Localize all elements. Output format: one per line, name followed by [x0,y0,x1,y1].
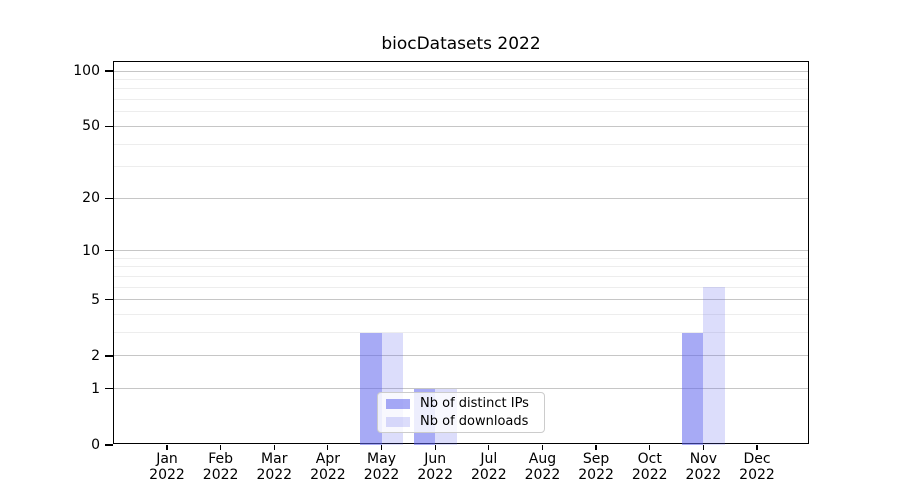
gridline-major [114,125,808,127]
x-tick-mark [434,445,436,450]
y-tick-label: 50 [82,118,100,135]
x-tick-label: Sep 2022 [578,451,614,483]
gridline-major [114,250,808,252]
x-tick-mark [380,445,383,450]
y-tick-mark [105,125,113,128]
x-tick-mark [327,445,329,450]
chart-title: biocDatasets 2022 [381,34,541,54]
gridline-minor [114,143,808,145]
gridline-major [114,70,808,72]
x-tick-mark [756,445,758,450]
gridline-minor [114,286,808,288]
x-tick-label: Oct 2022 [631,451,668,483]
legend-label-downloads: Nb of downloads [420,414,529,429]
gridline-minor [114,99,808,101]
legend-swatch-downloads [386,416,410,427]
y-tick-label: 2 [91,347,100,364]
bar-nb-of-distinct-ips [681,332,704,445]
x-tick-label: Jun 2022 [417,451,453,483]
gridline-major [114,299,808,301]
y-tick-mark [105,355,113,357]
x-tick-label: Mar 2022 [256,451,293,483]
y-tick-label: 0 [91,437,100,453]
x-tick-label: Dec 2022 [739,451,775,483]
legend-label-distinct-ips: Nb of distinct IPs [420,396,529,411]
x-tick-mark [595,445,597,450]
legend-item-downloads: Nb of downloads [386,414,536,429]
x-tick-label: May 2022 [363,451,400,483]
x-tick-label: Jul 2022 [470,451,507,483]
legend-swatch-distinct-ips [386,398,410,409]
gridline-minor [114,276,808,278]
y-tick-label: 100 [73,63,100,80]
y-tick-label: 20 [82,190,100,207]
gridline-major [114,355,808,357]
x-tick-mark [649,445,651,450]
x-tick-label: Nov 2022 [685,451,722,483]
y-tick-mark [105,444,113,446]
y-tick-label: 10 [82,242,100,259]
gridline-minor [114,79,808,81]
x-tick-label: Apr 2022 [310,451,346,483]
plot-area: 0 1 2 5 10 20 50 100 Jan 2022 Feb 2022 Mar 2022 Apr… [73,61,809,483]
legend-item-distinct-ips: Nb of distinct IPs [386,396,536,411]
y-tick-mark [105,299,113,301]
gridline-minor [114,266,808,268]
y-tick-mark [105,388,113,390]
x-tick-label: Jan 2022 [149,451,185,483]
bar-nb-of-distinct-ips [360,332,382,445]
x-tick-mark [488,445,490,450]
x-tick-mark [702,445,704,450]
x-tick-label: Feb 2022 [202,451,239,483]
gridline-minor [114,332,808,334]
gridline-minor [114,88,808,90]
x-tick-mark [220,445,222,450]
gridline-minor [114,257,808,259]
gridline-major [114,388,808,390]
bar-nb-of-downloads [703,287,725,445]
gridline-major [114,197,808,199]
x-tick-mark [166,445,168,450]
y-tick-mark [105,250,113,252]
x-tick-mark [541,445,544,450]
x-tick-label: Aug 2022 [524,451,561,483]
gridline-minor [114,314,808,316]
y-tick-mark [105,197,113,199]
x-tick-mark [273,445,275,450]
y-tick-label: 1 [91,380,100,397]
gridline-minor [114,166,808,168]
chart-legend: Nb of distinct IPs Nb of downloads [377,392,545,433]
gridline-minor [114,111,808,113]
y-tick-mark [105,70,113,72]
y-tick-label: 5 [91,291,100,308]
